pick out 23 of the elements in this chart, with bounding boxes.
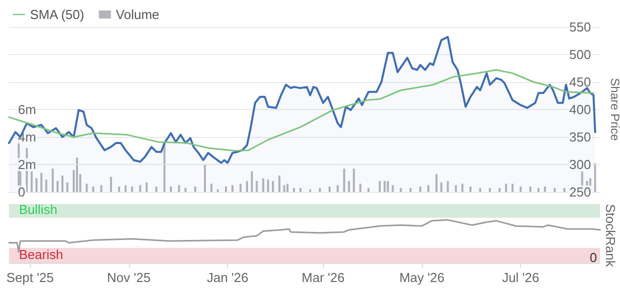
- x-tick-label: Nov '25: [106, 270, 151, 285]
- y2-tick-label: 300: [569, 157, 591, 172]
- y-tick-label: 2m: [18, 157, 36, 172]
- y-axis-title: StockRank: [603, 204, 618, 268]
- band-label: Bearish: [19, 247, 64, 262]
- legend-label: SMA (50): [30, 7, 84, 22]
- y2-tick-label: 400: [569, 102, 591, 117]
- y2-tick-label: 550: [569, 20, 591, 34]
- y2-tick-label: 350: [569, 130, 591, 144]
- x-tick-label: May '26: [399, 270, 444, 285]
- y2-axis-title: Share Price: [608, 78, 620, 142]
- y2-tick-label: 250: [569, 184, 591, 200]
- y2-tick-label: 500: [569, 47, 591, 62]
- y2-tick-label: 450: [569, 74, 591, 90]
- annotation: 0: [590, 250, 597, 265]
- y-tick-label: 6m: [18, 102, 36, 117]
- x-tick-label: Mar '26: [302, 270, 345, 285]
- legend-label: Volume: [116, 7, 160, 22]
- y-tick-label: 0: [18, 184, 26, 200]
- x-tick-label: Jan '26: [206, 270, 248, 285]
- x-tick-label: Jul '26: [502, 270, 540, 285]
- band-label: Bullish: [19, 202, 58, 217]
- x-tick-label: Sept '25: [6, 270, 54, 285]
